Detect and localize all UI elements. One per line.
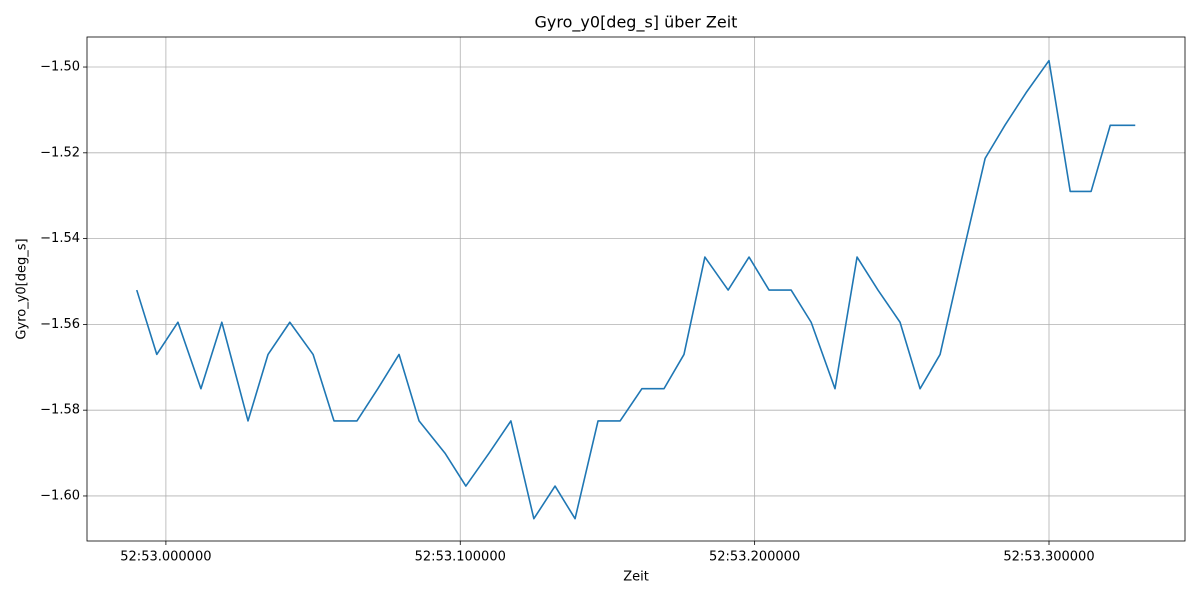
x-tick-label: 52:53.300000	[1003, 550, 1094, 565]
x-tick-label: 52:53.200000	[709, 550, 800, 565]
y-tick-label: −1.60	[40, 488, 80, 503]
x-tick-label: 52:53.000000	[120, 550, 211, 565]
y-tick-label: −1.50	[40, 60, 80, 75]
plot	[135, 59, 1136, 520]
y-tick-label: −1.54	[40, 231, 80, 246]
y-axis-label: Gyro_y0[deg_s]	[15, 238, 30, 339]
axes-frame	[86, 36, 1186, 542]
y-tick-label: −1.52	[40, 145, 80, 160]
grid	[87, 37, 1185, 541]
x-tick-label: 52:53.100000	[415, 550, 506, 565]
chart-title: Gyro_y0[deg_s] über Zeit	[535, 13, 738, 33]
y-tick-label: −1.58	[40, 403, 80, 418]
y-tick-label: −1.56	[40, 317, 80, 332]
x-axis-label: Zeit	[623, 570, 649, 585]
data-line	[135, 59, 1136, 520]
